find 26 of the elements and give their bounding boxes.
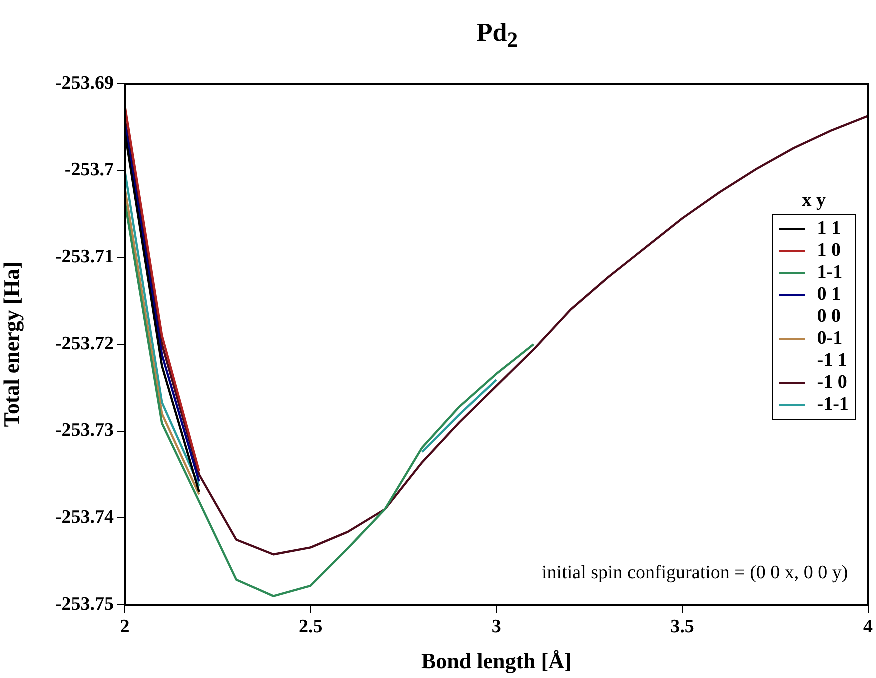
x-tick-label: 3 (492, 616, 502, 638)
legend-label: 0 1 (817, 284, 841, 306)
y-tick-label: -253.73 (55, 420, 114, 442)
y-tick-label: -253.75 (55, 594, 114, 615)
y-axis-title: Total energy [Ha] (0, 262, 24, 428)
chart-title: Pd$_{2}$ (476, 18, 520, 54)
text: 0 0 (817, 306, 841, 328)
y-tick-label: -253.7 (64, 160, 114, 181)
y-tick-label: -253.71 (55, 246, 114, 268)
legend-label: -1 0 (817, 372, 848, 394)
x-tick-label: 2.5 (298, 616, 323, 638)
y-tick-label: -253.69 (55, 72, 114, 94)
legend-label: 1 0 (817, 240, 841, 262)
legend-label: 1-1 (817, 262, 843, 284)
x-axis-title: Bond length [Å] (421, 648, 572, 674)
y-tick-label: -253.74 (55, 507, 114, 528)
legend-label: -1-1 (817, 394, 849, 416)
legend-label: 0-1 (817, 328, 843, 350)
legend-label: 1 1 (817, 218, 841, 240)
legend-title: x y (801, 190, 827, 212)
x-tick-label: 2 (120, 616, 130, 638)
x-tick-label: 4 (864, 616, 874, 638)
text: -1 1 (817, 350, 848, 372)
y-tick-label: -253.72 (55, 333, 114, 354)
x-tick-label: 3.5 (670, 616, 694, 638)
annotation: initial spin configuration = (0 0 x, 0 0 y) (542, 562, 848, 584)
